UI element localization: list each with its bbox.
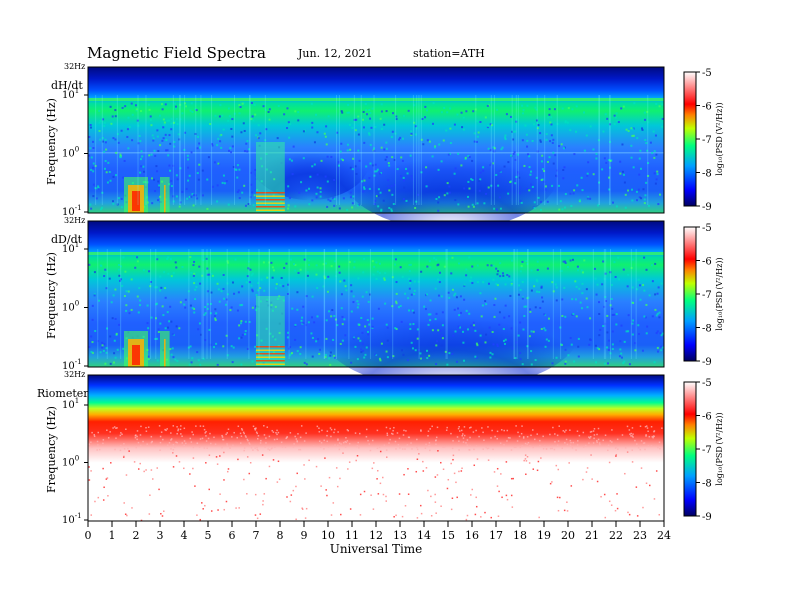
y-tick-label: 100 (62, 146, 79, 160)
colorbar-scale (683, 71, 697, 207)
x-tick-label: 14 (417, 529, 431, 542)
y-axis-label: Frequency (Hz) (45, 406, 58, 493)
panel-riometer: 32Hz Riometer Frequency (Hz) 101 100 10-1 (37, 370, 665, 526)
colorbar-tick-label: -6 (702, 257, 712, 268)
x-tick-label: 19 (537, 529, 551, 542)
panel-name: dH/dt (51, 79, 83, 92)
colorbar-3: -5 -6 -7 -8 -9 log₁₀(PSD (V²/Hz)) (683, 378, 724, 523)
x-tick-label: 1 (109, 529, 116, 542)
x-tick-label: 23 (633, 529, 647, 542)
x-axis: 0 1 2 3 4 5 6 7 8 9 10 11 12 13 14 15 16 17 18 19 20 21 22 23 24 (85, 521, 671, 542)
x-tick-label: 8 (277, 529, 284, 542)
x-tick-label: 15 (441, 529, 455, 542)
colorbar-tick-label: -5 (702, 378, 712, 389)
colorbar-tick-label: -7 (702, 290, 712, 301)
x-tick-label: 6 (229, 529, 236, 542)
y-tick-label: 100 (62, 455, 79, 469)
x-tick-label: 17 (489, 529, 503, 542)
y-tick-label: 101 (62, 87, 79, 101)
colorbar-tick-label: -9 (702, 357, 712, 368)
colorbar-tick-label: -9 (702, 512, 712, 523)
event-band (256, 296, 285, 366)
y-axis-label: Frequency (Hz) (45, 98, 58, 185)
x-tick-label: 7 (253, 529, 260, 542)
colorbar-tick-label: -7 (702, 135, 712, 146)
colorbar-tick-label: -5 (702, 223, 712, 234)
x-tick-label: 22 (609, 529, 623, 542)
panel-top-label: 32Hz (64, 370, 85, 379)
colorbar-scale (683, 226, 697, 362)
figure-title: Magnetic Field Spectra (87, 44, 266, 62)
event-band (256, 142, 285, 212)
panel-top-label: 32Hz (64, 216, 85, 225)
colorbar-scale (683, 381, 697, 517)
x-tick-label: 24 (657, 529, 671, 542)
y-tick-label: 10-1 (62, 512, 82, 526)
x-tick-label: 2 (133, 529, 140, 542)
colorbar-label: log₁₀(PSD (V²/Hz)) (715, 412, 724, 485)
station-label: station=ATH (413, 47, 485, 60)
x-tick-label: 10 (321, 529, 335, 542)
colorbar-tick-label: -5 (702, 68, 712, 79)
colorbar-tick-label: -6 (702, 102, 712, 113)
colorbar-tick-label: -8 (702, 479, 712, 490)
y-tick-label: 101 (62, 241, 79, 255)
colorbar-tick-label: -9 (702, 202, 712, 213)
colorbar-2: -5 -6 -7 -8 -9 log₁₀(PSD (V²/Hz)) (683, 223, 724, 368)
x-tick-label: 11 (345, 529, 359, 542)
colorbar-tick-label: -7 (702, 445, 712, 456)
panel-top-label: 32Hz (64, 62, 85, 71)
panel-name: Riometer (37, 387, 89, 400)
colorbar-label: log₁₀(PSD (V²/Hz)) (715, 257, 724, 330)
y-tick-label: 100 (62, 300, 79, 314)
x-tick-label: 9 (301, 529, 308, 542)
colorbar-1: -5 -6 -7 -8 -9 log₁₀(PSD (V²/Hz)) (683, 68, 724, 213)
colorbar-tick-label: -8 (702, 169, 712, 180)
x-tick-label: 3 (157, 529, 164, 542)
x-tick-label: 16 (465, 529, 479, 542)
panel-name: dD/dt (51, 233, 83, 246)
figure-date: Jun. 12, 2021 (297, 47, 373, 60)
x-tick-label: 18 (513, 529, 527, 542)
x-tick-label: 5 (205, 529, 212, 542)
colorbar-tick-label: -8 (702, 324, 712, 335)
colorbar-label: log₁₀(PSD (V²/Hz)) (715, 102, 724, 175)
x-tick-label: 4 (181, 529, 188, 542)
colorbar-tick-label: -6 (702, 412, 712, 423)
x-tick-label: 13 (393, 529, 407, 542)
x-tick-label: 21 (585, 529, 599, 542)
y-tick-label: 101 (62, 397, 79, 411)
x-tick-label: 12 (369, 529, 383, 542)
x-tick-label: 0 (85, 529, 92, 542)
y-axis-label: Frequency (Hz) (45, 252, 58, 339)
x-tick-label: 20 (561, 529, 575, 542)
x-axis-label: Universal Time (330, 542, 423, 556)
